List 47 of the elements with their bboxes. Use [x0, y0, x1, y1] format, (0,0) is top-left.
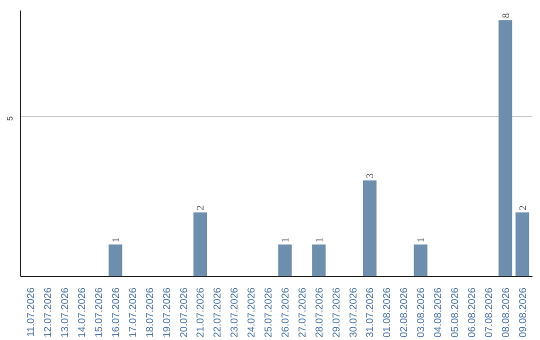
bar [516, 212, 530, 276]
x-tick-label: 14.07.2026 [77, 287, 88, 338]
data-label: 3 [365, 173, 376, 178]
x-tick-label: 19.07.2026 [162, 287, 173, 338]
x-tick-label: 24.07.2026 [246, 287, 258, 338]
bar [312, 244, 326, 276]
bar [498, 20, 512, 276]
x-tick-label: 06.08.2026 [466, 287, 478, 338]
x-tick-label: 26.07.2026 [280, 287, 292, 338]
x-tick-label: 11.07.2026 [26, 287, 38, 337]
x-tick-label: 18.07.2026 [144, 287, 156, 338]
x-tick-label: 29.07.2026 [331, 287, 342, 338]
data-label: 1 [314, 237, 326, 242]
x-tick-label: 04.08.2026 [433, 287, 444, 338]
x-tick-label: 07.08.2026 [484, 287, 495, 338]
x-tick-label: 03.08.2026 [416, 287, 428, 338]
bar [108, 244, 122, 276]
x-tick-label: 23.07.2026 [230, 287, 241, 338]
data-label: 2 [518, 205, 529, 210]
data-label: 2 [196, 205, 207, 210]
data-label: 1 [280, 237, 292, 242]
y-tick-label: 5 [6, 116, 14, 121]
data-label: 8 [500, 13, 512, 18]
x-tick-label: 31.07.2026 [365, 287, 376, 338]
data-label: 1 [416, 237, 428, 242]
x-tick-label: 01.08.2026 [382, 287, 394, 338]
x-tick-label: 22.07.2026 [212, 287, 224, 338]
x-tick-label: 15.07.2026 [94, 287, 105, 338]
x-tick-label: 28.07.2026 [314, 287, 326, 338]
x-tick-label: 21.07.2026 [196, 287, 207, 338]
x-tick-label: 09.08.2026 [518, 287, 529, 338]
x-tick-label: 12.07.2026 [43, 287, 54, 338]
data-label: 1 [110, 237, 122, 242]
x-tick-label: 25.07.2026 [264, 287, 275, 338]
x-tick-label: 17.07.2026 [128, 287, 139, 338]
x-tick-label: 13.07.2026 [60, 287, 72, 338]
x-tick-label: 05.08.2026 [450, 287, 462, 338]
x-tick-label: 16.07.2026 [110, 287, 122, 338]
bar [278, 244, 292, 276]
x-tick-label: 08.08.2026 [500, 287, 512, 338]
x-tick-label: 20.07.2026 [178, 287, 190, 338]
bar [362, 180, 377, 276]
x-tick-label: 27.07.2026 [297, 287, 308, 338]
bar [193, 212, 207, 276]
x-tick-label: 02.08.2026 [399, 287, 410, 338]
bar [414, 244, 428, 276]
x-tick-label: 30.07.2026 [348, 287, 360, 338]
